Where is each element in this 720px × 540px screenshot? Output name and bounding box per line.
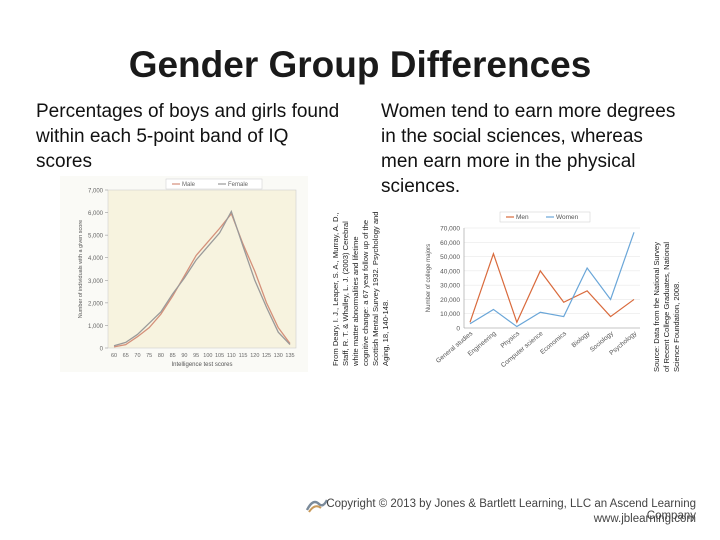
x-tick-label: 100: [203, 353, 212, 359]
credit-line: Aging, 18, 140-148.: [381, 299, 390, 366]
x-tick-label: 115: [239, 353, 248, 359]
credit-line: Scottish Mental Survey 1932. Psychology …: [371, 211, 380, 367]
copyright-notice: Copyright © 2013 by Jones & Bartlett Lea…: [326, 498, 696, 522]
college-majors-line-chart: 0 10,000 20,000 30,000 40,000 50,000 60,000 70,…: [426, 211, 640, 369]
x-tick-label: 75: [146, 353, 152, 359]
x-tick-label: 125: [262, 353, 271, 359]
iq-line-chart: 0 1,000 2,000 3,000 4,000 5,000 6,000 7,000 60 65…: [60, 176, 308, 372]
left-caption: Percentages of boys and girls found with…: [36, 101, 340, 172]
series-line-men: [469, 251, 635, 324]
x-tick-label: Economics: [539, 330, 568, 356]
credit-line: cognitive change: a 67 year follow up of…: [361, 219, 370, 366]
series-line-female: [113, 209, 291, 347]
x-tick-label: 80: [158, 353, 164, 359]
legend-label-men: Men: [516, 214, 529, 221]
publisher-logo: [305, 499, 329, 513]
y-tick-label: 40,000: [440, 268, 460, 275]
credit-line: of Recent College Graduates, National: [662, 241, 671, 372]
y-tick-label: 1,000: [88, 324, 104, 330]
slide-title: Gender Group Differences: [128, 44, 592, 85]
y-tick-label: 0: [456, 326, 460, 333]
source-credit-right: Source: Data from the National Survey of…: [652, 242, 682, 372]
x-tick-label: General studies: [435, 330, 475, 365]
x-tick-label: 70: [134, 353, 140, 359]
source-credit-left: From Deary, I. J., Leaper, S. A., Murray…: [331, 212, 391, 367]
series-line-male: [113, 212, 291, 348]
x-tick-label: 135: [285, 353, 294, 359]
y-tick-label: 60,000: [440, 240, 460, 247]
series-line-women: [469, 232, 635, 328]
y-tick-label: 6,000: [88, 211, 104, 217]
x-tick-label: 130: [274, 353, 283, 359]
y-tick-label: 50,000: [440, 254, 460, 261]
x-axis-label: Intelligence test scores: [171, 362, 232, 368]
y-tick-label: 2,000: [88, 301, 104, 307]
legend-label-women: Women: [556, 214, 579, 221]
legend-label-female: Female: [228, 182, 249, 188]
credit-line: Staff, R. T. & Whalley, L. J. (2003) Cer…: [341, 221, 350, 366]
legend-box: [499, 211, 591, 223]
x-tick-label: Physics: [499, 330, 521, 350]
y-tick-label: 10,000: [440, 311, 460, 318]
credit-line: white matter abnormalities and lifetime: [351, 236, 360, 366]
y-tick-label: 5,000: [88, 234, 104, 240]
legend-box: [165, 178, 263, 190]
credit-line: Source: Data from the National Survey: [652, 242, 661, 372]
y-tick-label: 0: [100, 347, 104, 353]
x-tick-label: Computer science: [500, 330, 545, 369]
credit-line: Science Foundation, 2008.: [672, 281, 681, 372]
x-tick-label: 60: [111, 353, 117, 359]
x-tick-label: Biology: [571, 330, 592, 350]
y-tick-label: 30,000: [440, 283, 460, 290]
plot-area: [107, 189, 297, 349]
x-tick-label: 90: [181, 353, 187, 359]
y-axis-label: Number of individuals with a given score: [78, 220, 84, 318]
y-tick-label: 20,000: [440, 297, 460, 304]
y-tick-label: 3,000: [88, 279, 104, 285]
credit-line: From Deary, I. J., Leaper, S. A., Murray…: [331, 212, 340, 366]
y-tick-label: 4,000: [88, 256, 104, 262]
x-tick-label: 65: [123, 353, 129, 359]
legend-label-male: Male: [182, 182, 196, 188]
y-axis-label: Number of college majors: [426, 244, 432, 312]
x-tick-label: 110: [227, 353, 236, 359]
x-tick-label: 95: [193, 353, 199, 359]
publisher-url: www.jblearning.com: [593, 513, 696, 525]
y-tick-label: 70,000: [440, 226, 460, 233]
right-caption: Women tend to earn more degrees in the s…: [381, 101, 676, 197]
x-tick-label: 85: [170, 353, 176, 359]
x-tick-label: 120: [250, 353, 259, 359]
y-tick-label: 7,000: [88, 189, 104, 195]
x-tick-label: 105: [215, 353, 224, 359]
